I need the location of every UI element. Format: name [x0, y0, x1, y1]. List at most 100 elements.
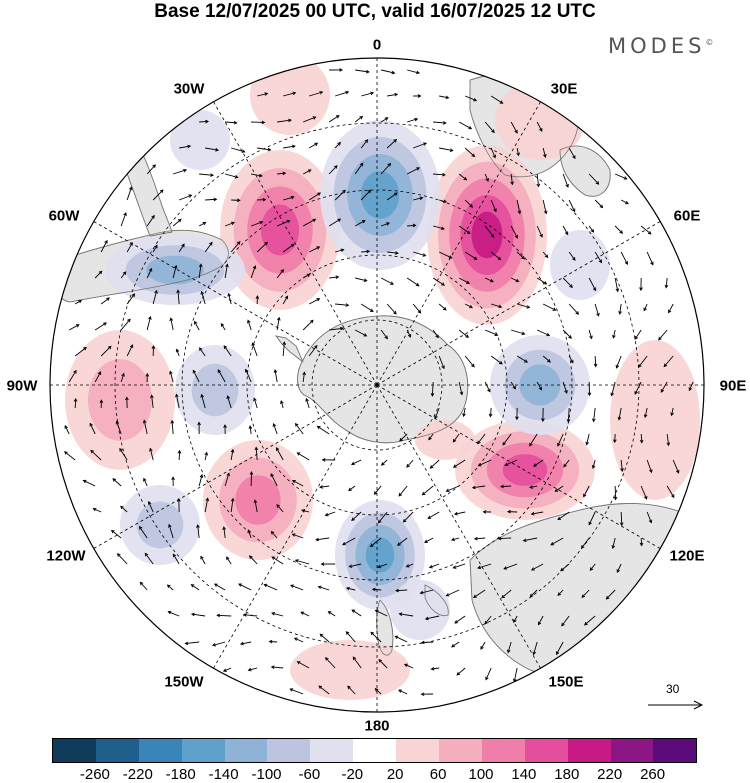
wind-vector	[484, 615, 492, 625]
wind-vector	[270, 665, 284, 670]
wind-vector	[222, 667, 232, 672]
wind-vector	[147, 500, 154, 513]
wind-vector	[515, 407, 519, 421]
wind-vector	[542, 147, 547, 158]
wind-vector	[301, 509, 310, 513]
colorbar-tick-label: -20	[341, 766, 364, 783]
wind-vector	[458, 277, 470, 284]
wind-vector	[224, 263, 229, 279]
wind-vector	[68, 324, 80, 331]
colorbar-swatch	[224, 739, 268, 762]
wind-vector	[271, 556, 284, 565]
colorbar-swatch	[396, 739, 440, 762]
wind-vector	[380, 117, 389, 123]
coastline	[469, 503, 704, 701]
wind-vector	[394, 635, 408, 643]
wind-vector	[351, 609, 362, 617]
wind-vector	[666, 485, 675, 499]
wind-vector	[167, 610, 180, 617]
wind-vector	[615, 355, 622, 369]
wind-vector	[334, 189, 346, 201]
wind-vector	[309, 90, 324, 97]
wind-vector	[433, 172, 446, 177]
wind-vector	[194, 320, 200, 331]
wind-vector	[170, 419, 175, 435]
anomaly-contour	[235, 475, 281, 525]
wind-vector	[557, 589, 564, 596]
colorbar-swatch	[439, 739, 482, 762]
wind-vector	[670, 407, 674, 417]
wind-vector	[213, 583, 226, 591]
wind-vector	[421, 485, 434, 496]
wind-vector	[308, 298, 321, 305]
wind-vector	[480, 641, 486, 650]
wind-vector	[380, 222, 390, 227]
wind-vector	[177, 497, 181, 513]
colorbar-tick-label: -220	[122, 766, 153, 783]
wind-vector	[289, 688, 304, 695]
wind-vector	[452, 433, 460, 443]
wind-vector	[413, 251, 427, 257]
wind-vector	[530, 511, 544, 516]
wind-vector	[272, 422, 278, 435]
wind-vector	[316, 425, 330, 435]
coastline	[376, 599, 394, 656]
wind-vector	[427, 511, 440, 519]
wind-vector	[458, 381, 464, 396]
wind-vector	[541, 407, 545, 423]
wind-vector	[317, 585, 330, 591]
colorbar-tick-label: 60	[429, 766, 447, 783]
wind-vector	[178, 194, 193, 201]
wind-vector	[216, 613, 232, 618]
wind-vector	[320, 562, 336, 566]
wind-vector	[562, 277, 573, 288]
wind-vector	[64, 425, 70, 435]
wind-vector	[277, 171, 287, 176]
wind-vector	[620, 251, 628, 266]
wind-vector	[64, 451, 76, 461]
wind-vector	[439, 199, 448, 204]
wind-vector	[664, 277, 669, 289]
wind-vector	[387, 251, 399, 255]
wind-vector	[171, 476, 175, 487]
wind-vector	[92, 507, 102, 513]
wind-vector	[198, 222, 207, 227]
wind-vector	[537, 615, 544, 626]
wind-vector	[293, 637, 304, 643]
wind-vector	[200, 290, 206, 305]
wind-vector	[198, 263, 203, 279]
lon-label-150e: 150E	[548, 673, 584, 691]
wind-vector	[144, 552, 154, 565]
wind-vector	[176, 289, 180, 305]
wind-vector	[529, 433, 538, 447]
wind-vector	[150, 394, 154, 409]
wind-vector	[120, 372, 125, 383]
wind-vector	[283, 195, 295, 201]
wind-vector	[324, 657, 336, 669]
wind-vector	[112, 478, 122, 487]
wind-vector	[536, 277, 548, 285]
wind-vector	[428, 433, 434, 441]
wind-vector	[583, 485, 590, 498]
wind-vector	[386, 138, 398, 149]
wind-vector	[199, 347, 206, 357]
wind-vector	[438, 251, 453, 259]
wind-vector	[614, 277, 620, 293]
wind-vector	[319, 633, 330, 643]
wind-vector	[510, 173, 514, 186]
anomaly-contour	[136, 501, 184, 549]
wind-vector	[296, 452, 310, 461]
anomaly-contour	[191, 363, 239, 417]
colorbar-tick-label: -100	[251, 766, 282, 783]
wind-vector	[490, 95, 504, 104]
wind-vectors	[64, 68, 694, 697]
wind-vector	[318, 685, 330, 695]
wind-vector	[152, 289, 158, 305]
wind-vector	[283, 91, 297, 97]
wind-vector	[588, 173, 600, 185]
wind-vector	[660, 381, 668, 393]
wind-vector	[464, 355, 475, 368]
wind-vector	[605, 589, 616, 600]
latitude-circle	[246, 254, 508, 516]
colorbar-swatch	[267, 739, 311, 762]
